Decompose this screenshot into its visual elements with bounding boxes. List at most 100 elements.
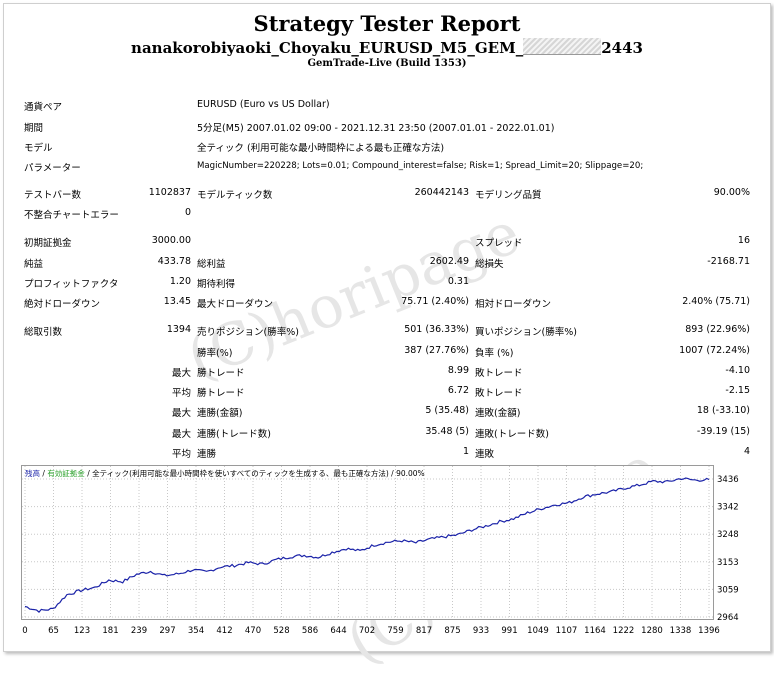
x-tick-label: 412 (216, 626, 232, 636)
mismatch-label: 不整合チャートエラー (24, 210, 119, 221)
model-value: 全ティック (利用可能な最小時間枠による最も正確な方法) (197, 143, 445, 154)
x-tick-label: 65 (48, 626, 59, 636)
balance-chart: 0 65 123 181 239 297 354 412 470 528 586 644 702 759 8… (21, 465, 739, 636)
y-tick-label: 3153 (717, 558, 739, 568)
x-tick-label: 239 (131, 626, 147, 636)
parameters-value: MagicNumber=220228; Lots=0.01; Compound_… (197, 161, 644, 171)
x-tick-label: 354 (188, 626, 204, 636)
cons-loss-amount-label: 連敗(金額) (475, 408, 521, 419)
net-profit-value: 433.78 (157, 256, 191, 267)
x-tick-label: 1222 (613, 626, 635, 636)
x-tick-label: 702 (359, 626, 375, 636)
avg-loss-value: -2.15 (725, 385, 750, 396)
abs-drawdown-value: 13.45 (163, 296, 191, 307)
gross-loss-label: 総損失 (475, 259, 504, 270)
deposit-label: 初期証拠金 (24, 238, 72, 249)
avg-word-1: 平均 (171, 388, 191, 399)
symbol-label: 通貨ペア (24, 102, 63, 113)
x-tick-label: 586 (302, 626, 318, 636)
total-trades-value: 1394 (166, 324, 191, 335)
x-tick-label: 1049 (527, 626, 549, 636)
profit-factor-label: プロフィットファクタ (24, 279, 119, 290)
cons-win-amount-label: 連勝(金額) (197, 408, 243, 419)
x-tick-label: 1338 (670, 626, 692, 636)
rel-drawdown-label: 相対ドローダウン (475, 299, 552, 310)
parameters-label: パラメーター (24, 163, 81, 174)
legend-equity: 有効証拠金 (47, 469, 85, 478)
avg-loss-label: 敗トレード (475, 388, 523, 399)
short-positions-label: 売りポジション(勝率%) (197, 327, 299, 338)
y-tick-label: 2964 (717, 613, 739, 623)
cons-loss-count-label: 連敗(トレード数) (475, 429, 549, 440)
report-strategy-name: nanakorobiyaoki_Choyaku_EURUSD_M5_GEM_ 24… (0, 38, 774, 57)
redacted-block (523, 38, 602, 55)
x-tick-label: 759 (387, 626, 403, 636)
short-positions-value: 501 (36.33%) (404, 324, 469, 335)
spread-label: スプレッド (475, 238, 523, 249)
total-trades-label: 総取引数 (24, 327, 63, 338)
max-word-3: 最大 (171, 429, 191, 440)
x-tick-label: 1164 (584, 626, 606, 636)
legend-model: 全ティック(利用可能な最小時間枠を使いすべてのティックを生成する、最も正確な方法… (92, 469, 389, 478)
y-tick-label: 3436 (717, 475, 739, 485)
gross-profit-value: 2602.49 (429, 256, 469, 267)
win-rate-value: 387 (27.76%) (404, 345, 469, 356)
legend-sep-3: / (391, 469, 394, 478)
quality-label: モデリング品質 (475, 190, 542, 201)
bars-label: テストバー数 (24, 190, 82, 201)
long-positions-label: 買いポジション(勝率%) (475, 327, 577, 338)
profit-factor-value: 1.20 (169, 276, 191, 287)
max-win-value: 8.99 (447, 365, 469, 376)
cons-win-count-value: 35.48 (5) (425, 426, 469, 437)
x-tick-label: 123 (74, 626, 90, 636)
plot-area (21, 465, 714, 620)
max-win-label: 勝トレード (197, 368, 245, 379)
x-tick-label: 991 (501, 626, 517, 636)
deposit-value: 3000.00 (151, 235, 191, 246)
x-tick-label: 470 (245, 626, 261, 636)
avg-cons-win-value: 1 (462, 446, 469, 457)
loss-rate-label: 負率 (%) (475, 348, 514, 359)
y-axis-ticks: 3436 3342 3248 3153 3059 2964 (717, 475, 739, 623)
x-tick-label: 644 (330, 626, 346, 636)
bars-value: 1102837 (148, 187, 191, 198)
gross-loss-value: -2168.71 (707, 256, 750, 267)
x-tick-label: 181 (102, 626, 118, 636)
y-tick-label: 3342 (717, 503, 739, 513)
cons-win-count-label: 連勝(トレード数) (197, 429, 271, 440)
period-label: 期間 (24, 123, 44, 134)
max-loss-value: -4.10 (725, 365, 750, 376)
gross-profit-label: 総利益 (197, 259, 226, 270)
cons-loss-amount-value: 18 (-33.10) (696, 405, 750, 416)
x-tick-label: 528 (273, 626, 289, 636)
avg-cons-win-label: 連勝 (197, 449, 217, 460)
x-tick-label: 1107 (556, 626, 578, 636)
strategy-name-suffix: 2443 (601, 39, 643, 57)
x-axis-ticks: 0 65 123 181 239 297 354 412 470 528 586 644 702 759 8… (22, 626, 720, 636)
y-tick-label: 3059 (717, 585, 739, 595)
abs-drawdown-label: 絶対ドローダウン (24, 299, 101, 310)
model-label: モデル (24, 143, 53, 154)
avg-cons-loss-value: 4 (743, 446, 750, 457)
max-drawdown-label: 最大ドローダウン (197, 299, 274, 310)
cons-win-amount-value: 5 (35.48) (425, 405, 469, 416)
legend-sep-2: / (87, 469, 90, 478)
symbol-value: EURUSD (Euro vs US Dollar) (197, 99, 330, 110)
rel-drawdown-value: 2.40% (75.71) (682, 296, 750, 307)
ticks-value: 260442143 (414, 187, 469, 198)
strategy-name-prefix: nanakorobiyaoki_Choyaku_EURUSD_M5_GEM_ (131, 39, 524, 57)
spread-value: 16 (737, 235, 750, 246)
grid-lines (22, 466, 713, 619)
report-title: Strategy Tester Report (253, 11, 521, 36)
loss-rate-value: 1007 (72.24%) (679, 345, 750, 356)
quality-value: 90.00% (713, 187, 750, 198)
cons-loss-count-value: -39.19 (15) (696, 426, 750, 437)
mismatch-value: 0 (184, 207, 191, 218)
x-tick-label: 875 (444, 626, 460, 636)
x-tick-label: 1280 (641, 626, 663, 636)
max-word-1: 最大 (171, 368, 191, 379)
max-word-2: 最大 (171, 408, 191, 419)
period-value: 5分足(M5) 2007.01.02 09:00 - 2021.12.31 23… (197, 123, 555, 134)
legend-sep-1: / (42, 469, 45, 478)
net-profit-label: 純益 (24, 259, 44, 270)
